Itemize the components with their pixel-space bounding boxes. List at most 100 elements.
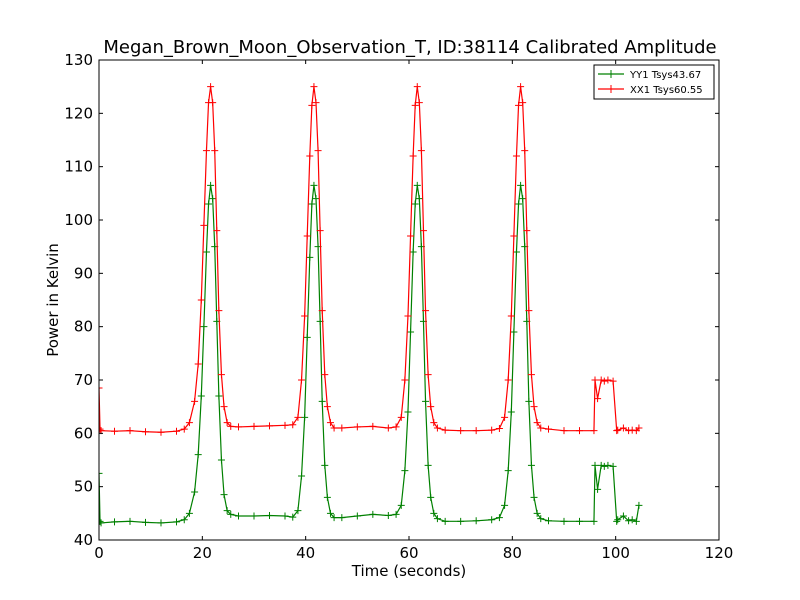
y-tick-label: 120: [64, 104, 93, 122]
data-point: [457, 517, 465, 525]
data-point: [430, 509, 438, 517]
x-tick-label: 120: [705, 544, 734, 562]
data-point: [111, 518, 118, 526]
data-point: [209, 99, 217, 107]
data-point: [415, 195, 423, 203]
data-point: [594, 395, 602, 403]
x-tick-label: 40: [296, 544, 315, 562]
y-tick-label: 70: [74, 371, 93, 389]
data-point: [318, 397, 326, 405]
data-point: [215, 307, 223, 315]
legend-label: YY1 Tsys43.67: [629, 70, 701, 81]
data-point: [220, 491, 228, 499]
data-point: [635, 501, 643, 509]
data-point: [250, 422, 258, 430]
data-point: [369, 422, 377, 430]
data-point: [215, 392, 223, 400]
y-tick-label: 130: [64, 51, 93, 69]
data-point: [545, 517, 552, 525]
data-point: [326, 509, 334, 517]
y-axis: 40 50 60 70 80 90 100 110 120 130: [64, 51, 719, 549]
y-tick-label: 80: [74, 318, 93, 336]
data-point: [530, 403, 538, 411]
data-point: [173, 518, 180, 526]
data-point: [235, 423, 242, 431]
data-point: [517, 83, 525, 91]
data-point: [507, 408, 515, 416]
series-line: [99, 86, 640, 433]
x-tick-label: 80: [503, 544, 522, 562]
data-point: [220, 403, 228, 411]
data-point: [211, 147, 219, 155]
data-point: [413, 181, 421, 189]
data-point: [628, 426, 636, 434]
data-point: [472, 427, 480, 435]
data-point: [422, 307, 430, 315]
data-point: [126, 517, 134, 525]
series-1: [99, 83, 643, 436]
data-point: [628, 516, 636, 524]
data-point: [321, 461, 329, 469]
data-point: [180, 516, 188, 524]
data-point: [495, 425, 503, 433]
data-point: [404, 408, 412, 416]
data-point: [525, 307, 533, 315]
data-point: [326, 419, 334, 427]
data-point: [314, 147, 322, 155]
data-point: [409, 248, 417, 256]
data-point: [318, 307, 326, 315]
data-point: [310, 181, 318, 189]
data-point: [527, 461, 535, 469]
data-point: [411, 200, 419, 208]
data-point: [609, 377, 617, 385]
data-point: [415, 99, 423, 107]
data-point: [433, 424, 441, 432]
legend-item: XX1 Tsys60.55: [598, 85, 703, 96]
data-point: [397, 413, 405, 421]
data-point: [625, 427, 633, 435]
series-0: [99, 181, 643, 527]
x-axis: 0 20 40 60 80 100 120: [94, 60, 733, 562]
data-point: [303, 333, 311, 341]
data-point: [510, 328, 518, 336]
data-point: [202, 147, 210, 155]
data-point: [413, 83, 421, 91]
data-point: [266, 422, 273, 430]
data-point: [576, 517, 583, 525]
data-point: [427, 403, 435, 411]
data-point: [308, 200, 316, 208]
data-point: [392, 510, 400, 518]
data-point: [213, 227, 221, 235]
data-point: [515, 200, 523, 208]
data-point: [597, 376, 605, 384]
data-point: [384, 511, 392, 519]
data-point: [294, 507, 302, 515]
data-point: [537, 424, 545, 432]
data-point: [457, 427, 465, 435]
data-point: [157, 428, 165, 436]
data-point: [609, 462, 617, 470]
data-point: [530, 493, 538, 501]
data-point: [227, 422, 235, 430]
data-point: [407, 232, 415, 240]
data-point: [521, 147, 529, 155]
data-point: [600, 462, 608, 470]
legend-marker: [607, 85, 615, 93]
data-point: [235, 512, 242, 520]
data-point: [180, 425, 188, 433]
data-point: [209, 195, 217, 203]
data-point: [488, 426, 496, 434]
data-point: [207, 83, 215, 91]
data-point: [495, 514, 503, 522]
data-point: [419, 227, 427, 235]
data-point: [308, 101, 316, 109]
data-point: [424, 371, 432, 379]
data-point: [191, 488, 199, 496]
data-point: [392, 423, 400, 431]
data-point: [619, 424, 627, 432]
data-point: [217, 371, 225, 379]
data-point: [200, 221, 208, 229]
data-point: [185, 509, 193, 517]
data-point: [433, 515, 441, 523]
